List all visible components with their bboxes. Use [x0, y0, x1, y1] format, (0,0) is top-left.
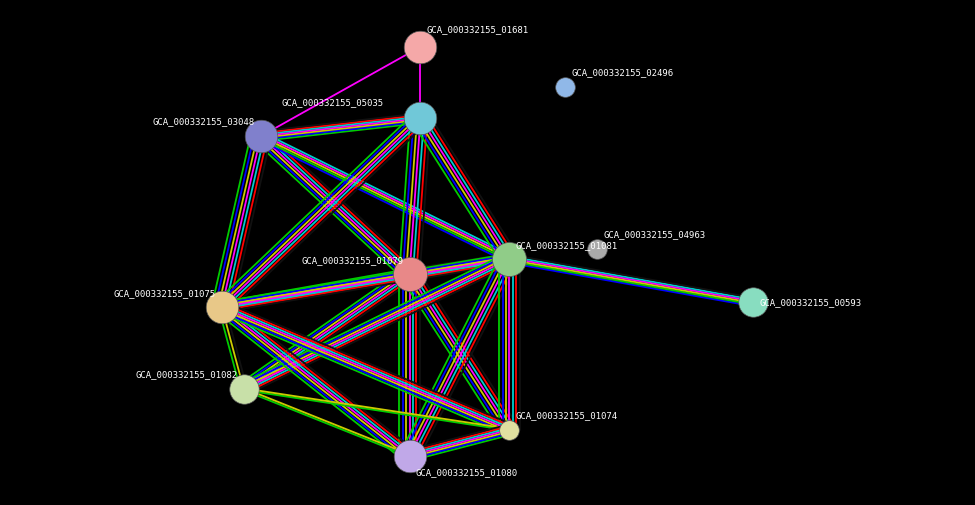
Text: GCA_000332155_04963: GCA_000332155_04963: [604, 230, 705, 239]
Point: [214, 304, 229, 312]
Text: GCA_000332155_05035: GCA_000332155_05035: [282, 97, 384, 107]
Text: GCA_000332155_00593: GCA_000332155_00593: [760, 298, 861, 307]
Point: [558, 84, 573, 92]
Point: [412, 43, 428, 52]
Text: GCA_000332155_01074: GCA_000332155_01074: [516, 411, 617, 420]
Text: GCA_000332155_01080: GCA_000332155_01080: [415, 467, 518, 476]
Point: [236, 385, 252, 393]
Point: [745, 298, 760, 307]
Text: GCA_000332155_01075: GCA_000332155_01075: [114, 288, 215, 297]
Point: [254, 133, 269, 141]
Point: [501, 426, 517, 434]
Point: [412, 115, 428, 123]
Text: GCA_000332155_01681: GCA_000332155_01681: [427, 25, 528, 34]
Point: [402, 451, 417, 460]
Point: [402, 270, 417, 278]
Text: GCA_000332155_01079: GCA_000332155_01079: [301, 256, 404, 264]
Text: GCA_000332155_01082: GCA_000332155_01082: [136, 369, 238, 378]
Text: GCA_000332155_01081: GCA_000332155_01081: [516, 240, 617, 249]
Point: [501, 255, 517, 263]
Point: [589, 245, 604, 253]
Text: GCA_000332155_03048: GCA_000332155_03048: [153, 117, 254, 126]
Text: GCA_000332155_02496: GCA_000332155_02496: [571, 68, 674, 77]
